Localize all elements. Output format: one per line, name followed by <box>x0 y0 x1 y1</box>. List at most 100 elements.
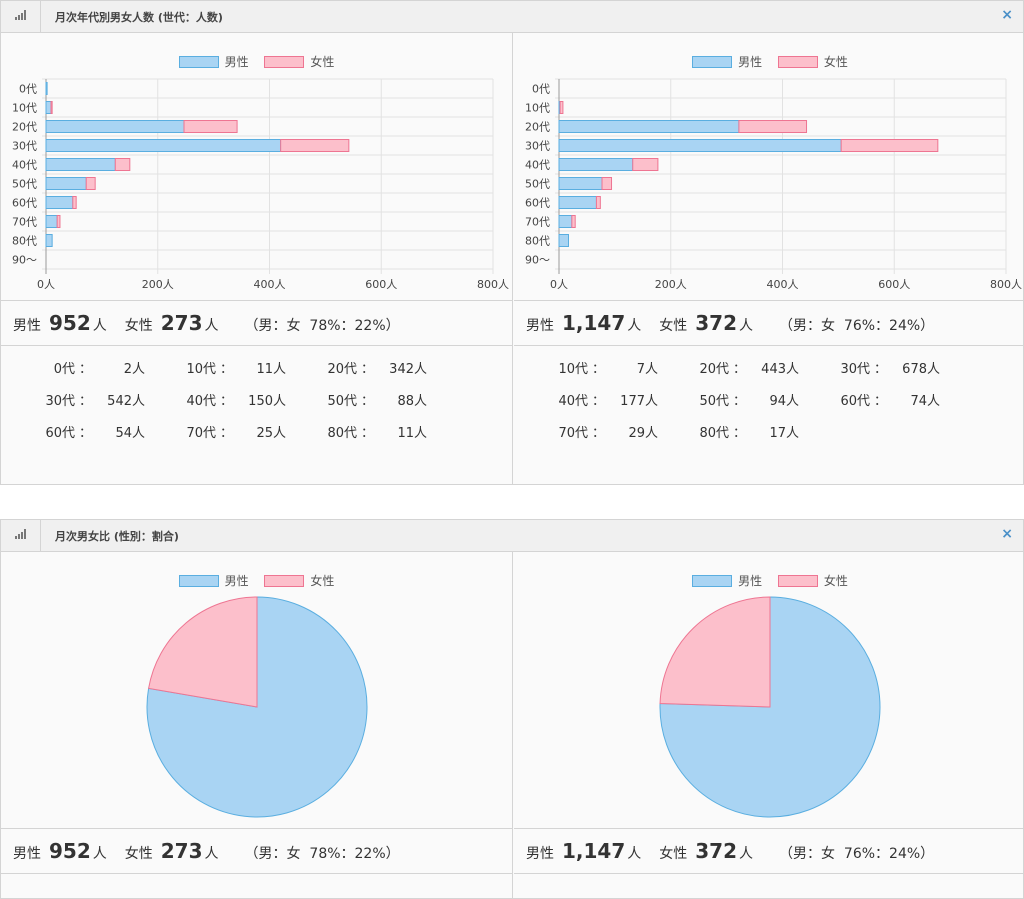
separator: ： <box>220 394 234 409</box>
legend-male-swatch <box>692 574 733 587</box>
separator: ： <box>361 394 375 409</box>
category-label: 10代 <box>12 102 37 115</box>
breakdown-cell: 40代 ： 177人 <box>538 390 678 410</box>
widget-title: 月次年代別男女人数 (世代：人数) <box>55 11 223 24</box>
female-total: 273 <box>160 311 203 335</box>
age-pane-right: 男性 女性 0代 10代 20代 30代 40代 50代 60代 70代 80代 90～ 0人 200… <box>514 33 1024 484</box>
bar-male <box>558 158 634 171</box>
ratio-prefix: （男：女 <box>779 846 836 862</box>
age-label: 70代 <box>558 426 588 441</box>
legend-male[interactable]: 男性 <box>178 572 249 589</box>
unit: 人 <box>204 318 219 334</box>
category-label: 50代 <box>12 178 37 191</box>
age-label: 40代 <box>558 394 588 409</box>
age-count: 94人 <box>769 394 799 409</box>
legend-male[interactable]: 男性 <box>178 53 249 70</box>
bar-female <box>738 120 808 133</box>
separator: ： <box>361 362 375 377</box>
x-tick-label: 200人 <box>655 278 687 291</box>
bar-female <box>114 158 131 171</box>
legend-female[interactable]: 女性 <box>264 53 334 70</box>
age-count: 54人 <box>115 426 145 441</box>
separator: ： <box>592 362 606 377</box>
bar-female <box>571 215 576 228</box>
separator: ： <box>592 426 606 441</box>
male-total: 1,147 <box>562 839 626 863</box>
close-icon[interactable]: × <box>1001 7 1013 23</box>
legend-female[interactable]: 女性 <box>777 572 848 589</box>
breakdown-cell: 20代 ： 342人 <box>307 358 447 378</box>
ratio-value: 76%：24% <box>843 846 921 862</box>
bar-male <box>45 234 53 247</box>
unit: 人 <box>92 318 107 334</box>
category-label: 70代 <box>525 216 550 229</box>
female-label: 女性 <box>124 846 153 862</box>
category-label: 0代 <box>532 83 550 96</box>
bar-male <box>558 234 569 247</box>
bar-male <box>45 82 48 95</box>
widget-title: 月次男女比 (性別：割合) <box>55 530 179 543</box>
age-label: 40代 <box>186 394 216 409</box>
legend-female[interactable]: 女性 <box>264 572 334 589</box>
ratio-suffix: ） <box>385 318 400 334</box>
x-tick-label: 200人 <box>142 278 174 291</box>
bar-male <box>558 177 603 190</box>
bar-male <box>558 120 740 133</box>
separator: ： <box>361 426 375 441</box>
breakdown-cell: 0代 ： 2人 <box>25 358 165 378</box>
unit: 人 <box>739 318 754 334</box>
bar-male <box>45 158 116 171</box>
legend-male-label: 男性 <box>224 574 249 588</box>
separator: ： <box>220 362 234 377</box>
category-label: 80代 <box>12 235 37 248</box>
category-label: 20代 <box>12 121 37 134</box>
legend-male[interactable]: 男性 <box>692 572 762 589</box>
breakdown-cell: 70代 ： 25人 <box>166 422 306 442</box>
bar-male <box>558 215 573 228</box>
legend-female[interactable]: 女性 <box>777 53 848 70</box>
x-tick-label: 600人 <box>878 278 910 291</box>
age-label: 10代 <box>558 362 588 377</box>
breakdown-cell: 10代 ： 11人 <box>166 358 306 378</box>
bar-chart-icon <box>1 1 41 32</box>
bar-female <box>183 120 238 133</box>
category-label: 0代 <box>19 83 37 96</box>
age-label: 30代 <box>45 394 75 409</box>
bar-male <box>45 215 58 228</box>
female-label: 女性 <box>659 846 688 862</box>
age-count: 542人 <box>107 394 145 409</box>
pie-slice-female <box>148 596 258 708</box>
summary-row: 男性 952 人女性 273 人（男：女 78%：22%） <box>1 300 512 346</box>
x-tick-label: 800人 <box>990 278 1022 291</box>
ratio-value: 78%：22% <box>309 846 386 862</box>
separator: ： <box>733 426 747 441</box>
chart-legend: 男性 女性 <box>514 53 1024 71</box>
age-count: 17人 <box>769 426 799 441</box>
gender-pie-svg <box>659 596 881 818</box>
legend-female-label: 女性 <box>310 55 335 69</box>
male-total: 952 <box>49 311 91 335</box>
legend-female-label: 女性 <box>823 574 848 588</box>
category-label: 60代 <box>12 197 37 210</box>
legend-male-label: 男性 <box>224 55 249 69</box>
age-label: 70代 <box>186 426 216 441</box>
bar-female <box>85 177 96 190</box>
category-label: 40代 <box>525 159 550 172</box>
male-label: 男性 <box>526 318 554 334</box>
age-label: 60代 <box>840 394 870 409</box>
age-label: 0代 <box>53 362 75 377</box>
legend-male-label: 男性 <box>738 55 763 69</box>
legend-male[interactable]: 男性 <box>692 53 762 70</box>
chart-legend: 男性 女性 <box>1 572 512 590</box>
male-label: 男性 <box>13 846 41 862</box>
unit: 人 <box>204 846 219 862</box>
breakdown-cell: 60代 ： 54人 <box>25 422 165 442</box>
ratio-pane-left: 男性 女性 男性 952 人女性 273 人（男：女 78%：22%） <box>1 552 513 898</box>
x-tick-label: 400人 <box>767 278 799 291</box>
breakdown-cell: 80代 ： 11人 <box>307 422 447 442</box>
legend-female-label: 女性 <box>823 55 848 69</box>
separator: ： <box>79 362 93 377</box>
breakdown-cell: 60代 ： 74人 <box>820 390 960 410</box>
close-icon[interactable]: × <box>1001 526 1013 542</box>
age-count: 74人 <box>910 394 940 409</box>
